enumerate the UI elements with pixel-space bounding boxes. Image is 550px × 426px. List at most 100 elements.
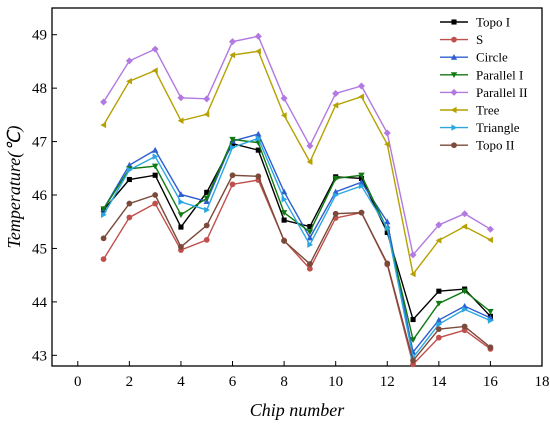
x-axis-title: Chip number xyxy=(250,400,345,420)
y-tick-label: 45 xyxy=(32,241,47,257)
legend-marker xyxy=(451,36,457,43)
data-point xyxy=(487,317,494,324)
legend-marker xyxy=(451,124,458,131)
data-point xyxy=(409,337,417,344)
data-point xyxy=(357,82,365,90)
data-point xyxy=(151,146,159,153)
data-point xyxy=(100,256,107,263)
series-tree xyxy=(100,48,493,278)
legend-box xyxy=(433,10,539,160)
data-point xyxy=(461,210,469,218)
data-point xyxy=(487,236,493,244)
data-point xyxy=(204,189,210,195)
data-point xyxy=(177,117,184,124)
plot-frame xyxy=(51,7,543,367)
legend-item: Parallel I xyxy=(440,67,523,82)
data-point xyxy=(306,229,314,236)
legend-marker xyxy=(451,19,457,25)
data-point xyxy=(280,188,288,195)
legend-item: Topo I xyxy=(440,15,510,30)
data-point xyxy=(384,141,390,148)
legend-item: Triangle xyxy=(440,120,520,135)
y-axis: 43 44 45 46 47 48 49 xyxy=(32,28,57,364)
data-point xyxy=(229,136,236,143)
x-tick-label: 12 xyxy=(380,374,395,390)
y-tick-label: 43 xyxy=(32,348,47,364)
data-point xyxy=(435,300,443,307)
data-point xyxy=(435,237,442,244)
series-line xyxy=(103,174,491,363)
data-point xyxy=(229,38,237,46)
data-point xyxy=(332,210,339,217)
data-point xyxy=(126,161,133,168)
series-line xyxy=(102,137,491,360)
legend-label: Topo II xyxy=(476,138,514,153)
series-s xyxy=(100,177,494,368)
x-tick-label: 0 xyxy=(74,374,82,390)
data-point xyxy=(436,288,442,294)
data-point xyxy=(358,93,365,100)
y-tick-label: 49 xyxy=(32,28,47,44)
data-point xyxy=(125,57,133,65)
legend-marker xyxy=(450,54,458,60)
data-point xyxy=(307,261,313,267)
data-point xyxy=(229,51,236,59)
data-point xyxy=(307,241,314,248)
data-point xyxy=(486,225,494,233)
data-point xyxy=(436,321,443,328)
data-point xyxy=(204,206,210,214)
data-point xyxy=(358,172,365,179)
x-tick-label: 8 xyxy=(280,374,288,390)
data-point xyxy=(229,141,236,147)
legend-label: S xyxy=(476,32,483,47)
data-point xyxy=(461,288,468,295)
legend-label: Tree xyxy=(476,103,500,118)
y-tick-label: 48 xyxy=(32,81,47,97)
data-point xyxy=(203,222,210,229)
y-tick-label: 46 xyxy=(32,188,48,204)
legend-marker xyxy=(451,142,457,149)
x-tick-label: 10 xyxy=(328,374,343,390)
legend-label: Parallel II xyxy=(476,85,528,100)
data-point xyxy=(435,326,442,333)
data-point xyxy=(384,260,391,267)
legend-marker xyxy=(450,72,458,78)
x-tick-label: 6 xyxy=(229,374,237,390)
data-point xyxy=(152,153,159,160)
x-tick-label: 14 xyxy=(431,374,447,390)
data-point xyxy=(358,182,365,190)
data-point xyxy=(101,211,107,218)
data-point xyxy=(100,235,107,242)
data-point xyxy=(280,112,287,119)
data-point xyxy=(203,95,211,103)
data-point xyxy=(203,195,210,202)
data-point xyxy=(306,142,314,150)
x-tick-label: 16 xyxy=(483,374,499,390)
data-point xyxy=(462,306,468,313)
data-point xyxy=(151,163,159,170)
data-point xyxy=(255,147,261,153)
data-point xyxy=(435,221,443,229)
data-point xyxy=(435,316,443,323)
data-point xyxy=(306,158,313,166)
series-line xyxy=(102,179,491,366)
series-triangle xyxy=(101,135,494,361)
data-point xyxy=(383,129,391,137)
y-tick-label: 44 xyxy=(32,295,48,311)
data-point xyxy=(152,200,159,207)
x-tick-label: 2 xyxy=(126,374,134,390)
series-line xyxy=(102,138,491,342)
data-point xyxy=(307,223,313,230)
legend-marker xyxy=(450,88,458,96)
legend-label: Topo I xyxy=(476,15,510,30)
data-point xyxy=(307,265,313,272)
data-point xyxy=(126,200,133,207)
data-point xyxy=(435,334,442,341)
legend: Topo I S Circle Parallel I Parallel II Tree Tr… xyxy=(433,10,539,160)
data-point xyxy=(177,212,185,218)
legend-item: Circle xyxy=(440,50,508,65)
series-line xyxy=(102,35,491,257)
data-point xyxy=(461,323,468,330)
data-point xyxy=(254,32,262,40)
data-point xyxy=(281,217,287,223)
